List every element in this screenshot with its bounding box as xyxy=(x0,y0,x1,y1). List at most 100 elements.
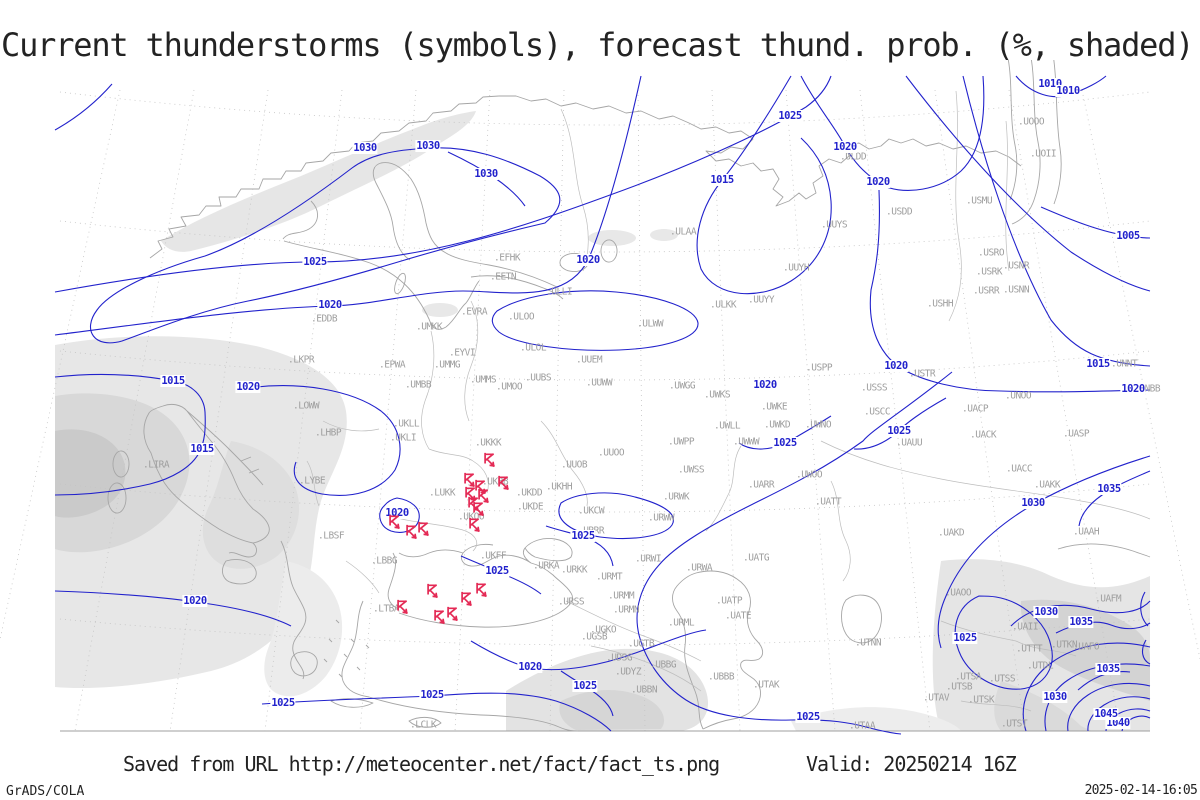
station-label: .ULDD xyxy=(840,151,867,163)
thunderstorm-symbol-icon xyxy=(497,475,510,491)
isobar-label: 1020 xyxy=(235,381,261,393)
station-label: .USRK xyxy=(976,266,1003,278)
station-label: .URKA xyxy=(533,560,560,572)
station-label: .LOWW xyxy=(293,400,320,412)
station-label: .URWA xyxy=(686,562,713,574)
isobar-label: 1035 xyxy=(1096,483,1122,495)
station-label: .UKDD xyxy=(516,487,543,499)
station-label: .UACC xyxy=(1006,463,1033,475)
isobar-label: 1045 xyxy=(1093,708,1119,720)
station-label: .UATT xyxy=(815,496,842,508)
station-label: .UWKD xyxy=(764,419,791,431)
station-label: .UDSG xyxy=(606,652,633,664)
station-label: .UUBS xyxy=(525,372,552,384)
station-label: .UDYZ xyxy=(615,666,642,678)
isobar-label: 1020 xyxy=(832,141,858,153)
station-label: .UAAH xyxy=(1073,526,1100,538)
station-label: .EVRA xyxy=(461,306,488,318)
isobar-label: 1020 xyxy=(317,299,343,311)
station-label: .USNR xyxy=(1003,260,1030,272)
isobar-label: 1025 xyxy=(570,530,596,542)
thunderstorm-symbol-icon xyxy=(388,514,401,530)
thunderstorm-symbol-icon xyxy=(417,521,430,537)
station-label: .URKK xyxy=(561,564,588,576)
station-label: .UAII xyxy=(1012,621,1039,633)
station-label: .UOII xyxy=(1030,148,1057,160)
saved-from-url-text: Saved from URL http://meteocenter.net/fa… xyxy=(123,752,720,776)
station-label: .USCC xyxy=(864,406,891,418)
station-label: .LKPR xyxy=(288,354,315,366)
thunderstorm-symbol-icon xyxy=(475,582,488,598)
station-label: .USDD xyxy=(886,206,913,218)
station-label: .URWI xyxy=(635,553,662,565)
station-label: .URMM xyxy=(608,590,635,602)
station-label: .UUWW xyxy=(586,377,613,389)
station-label: .UAKK xyxy=(1034,479,1061,491)
station-label: .UBBB xyxy=(708,671,735,683)
station-label: .LTBA xyxy=(373,603,400,615)
station-label: .UNBB xyxy=(1134,383,1161,395)
station-label: .USSS xyxy=(861,382,888,394)
station-label: .UUOO xyxy=(598,447,625,459)
thunderstorm-symbol-icon xyxy=(477,488,490,504)
station-label: .UKLL xyxy=(393,418,420,430)
station-label: .UTKN xyxy=(1051,639,1078,651)
station-label: .EPWA xyxy=(379,359,406,371)
station-label: .LUKK xyxy=(429,487,456,499)
station-label: .UKLI xyxy=(390,432,417,444)
thunderstorm-symbol-icon xyxy=(433,609,446,625)
station-label: .URMN xyxy=(613,604,640,616)
station-label: .UMMS xyxy=(470,374,497,386)
station-label: .UKOO xyxy=(458,511,485,523)
station-label: .UATE xyxy=(725,610,752,622)
station-label: .UASP xyxy=(1063,428,1090,440)
station-label: .UAKD xyxy=(938,527,965,539)
station-label: .UKFF xyxy=(480,550,507,562)
station-label: .LBSF xyxy=(318,530,345,542)
station-label: .UACP xyxy=(962,403,989,415)
station-label: .UWKS xyxy=(704,389,731,401)
station-label: .URMT xyxy=(596,571,623,583)
station-label: .LCLK xyxy=(410,719,437,731)
thunderstorm-symbol-icon xyxy=(472,501,485,517)
station-label: .EYVI xyxy=(449,347,476,359)
station-label: .EDDB xyxy=(311,313,338,325)
isobar-label: 1030 xyxy=(352,142,378,154)
station-label: .UTAV xyxy=(923,692,950,704)
station-label: .UTNN xyxy=(855,637,882,649)
station-label: .USHH xyxy=(927,298,954,310)
isobar-label: 1025 xyxy=(952,632,978,644)
isobar-label: 1010 xyxy=(1055,85,1081,97)
isobar-label: 1020 xyxy=(575,254,601,266)
isobar-label: 1025 xyxy=(302,256,328,268)
thunderstorm-symbol-icon xyxy=(446,606,459,622)
thunderstorm-symbol-icon xyxy=(464,486,477,502)
station-label: .UMBB xyxy=(405,379,432,391)
station-label: .ULAA xyxy=(670,226,697,238)
station-label: .UTAK xyxy=(753,679,780,691)
isobar-label: 1025 xyxy=(772,437,798,449)
station-label: .URWW xyxy=(648,512,675,524)
station-label: .UAOO xyxy=(945,587,972,599)
valid-time-text: Valid: 20250214 16Z xyxy=(806,752,1017,776)
station-label: .UATP xyxy=(716,595,743,607)
isobar-label: 1030 xyxy=(473,168,499,180)
isobar-label: 1005 xyxy=(1115,230,1141,242)
station-label: .ULOO xyxy=(508,311,535,323)
isobar-label: 1040 xyxy=(1105,717,1131,729)
station-label: .UUYY xyxy=(748,294,775,306)
station-label: .UTSB xyxy=(946,681,973,693)
probability-shading xyxy=(55,111,1150,731)
station-label: .UTDL xyxy=(1027,660,1054,672)
station-label: .URSS xyxy=(558,596,585,608)
station-label: .UWNO xyxy=(805,419,832,431)
thunderstorm-symbol-icon xyxy=(396,599,409,615)
station-label: .UUYS xyxy=(821,219,848,231)
station-label: .UBBN xyxy=(631,684,658,696)
thunderstorm-symbol-icon xyxy=(483,452,496,468)
station-label: .USPP xyxy=(806,362,833,374)
station-label: .UAUU xyxy=(896,437,923,449)
station-label: .UKHH xyxy=(546,481,573,493)
station-label: .UWPP xyxy=(668,436,695,448)
